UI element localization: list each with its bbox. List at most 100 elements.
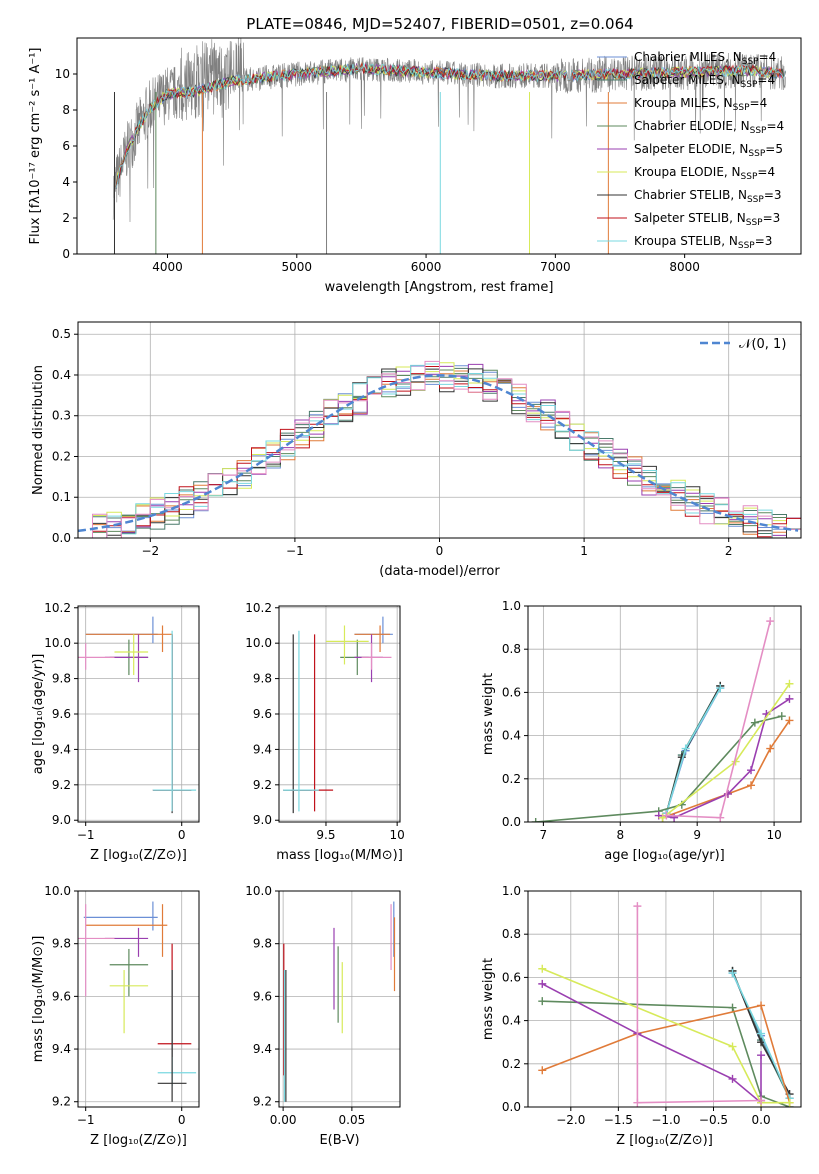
model-line: [115, 63, 786, 189]
y-tick-label: 9.8: [52, 672, 71, 686]
x-tick-label: −2.0: [556, 1113, 585, 1127]
y-tick-label: 9.6: [52, 707, 71, 721]
z-weight-panel: −2.0 −1.5 −1.0 −0.5 0.0 0.0 0.2 0.4 0.6 0.8 1.0 Z […: [481, 884, 802, 1148]
axes-frame: [278, 605, 401, 823]
plus-marker: [538, 964, 547, 973]
weight-line: [541, 983, 762, 1105]
x-tick-label: 0.00: [270, 1113, 297, 1127]
y-tick-label: 0.2: [502, 1057, 521, 1071]
y-axis-label: mass weight: [481, 673, 496, 755]
y-tick-label: 0.3: [52, 409, 71, 423]
x-axis-label: age [log₁₀(age/yr)]: [604, 848, 725, 863]
y-tick-label: 9.2: [253, 1095, 272, 1109]
plus-marker: [723, 789, 732, 798]
y-axis-label: age [log₁₀(age/yr)]: [31, 654, 46, 775]
y-tick-label: 9.4: [253, 742, 272, 756]
y-axis-label: Normed distribution: [31, 365, 46, 495]
y-tick-label: 0.0: [502, 1100, 521, 1114]
legend-entry: 𝒩(0, 1): [739, 337, 786, 352]
histogram-step: [78, 369, 801, 538]
model-line: [115, 62, 786, 190]
y-tick-label: 9.0: [52, 813, 71, 827]
y-tick-label: 9.0: [253, 813, 272, 827]
plus-marker: [728, 1042, 737, 1051]
plus-marker: [670, 813, 679, 822]
x-tick-label: 10: [390, 828, 405, 842]
y-tick-label: 4: [62, 175, 70, 189]
plus-marker: [662, 811, 671, 820]
x-tick-label: 7000: [540, 260, 571, 274]
y-tick-label: 0.2: [502, 772, 521, 786]
x-tick-label: −1.0: [651, 1113, 680, 1127]
y-tick-label: 0.4: [502, 729, 521, 743]
legend-entry: Kroupa STELIB, NSSP=3: [634, 234, 772, 251]
y-tick-label: 10.2: [44, 601, 71, 615]
plus-marker: [766, 744, 775, 753]
y-axis-label: Flux [fλ10⁻¹⁷ erg cm⁻² s⁻¹ A⁻¹]: [28, 48, 43, 245]
y-tick-label: 9.4: [52, 742, 71, 756]
axes-frame: [77, 890, 200, 1108]
y-tick-label: 9.8: [52, 937, 71, 951]
x-tick-label: 9: [693, 828, 701, 842]
plot-area: [78, 616, 197, 814]
x-tick-label: −0.5: [699, 1113, 728, 1127]
residuals-panel: −2 −1 0 1 2 0.0 0.1 0.2 0.3 0.4 0.5 (data-model)/er…: [31, 321, 802, 579]
legend-sub: SSP: [741, 80, 758, 90]
x-tick-label: −1.5: [604, 1113, 633, 1127]
y-tick-label: 8: [62, 103, 70, 117]
x-axis-label: (data-model)/error: [379, 564, 500, 579]
y-tick-label: 0.4: [502, 1014, 521, 1028]
y-tick-label: 10.0: [44, 636, 71, 650]
x-tick-label: 6000: [411, 260, 442, 274]
legend-value: =3: [763, 211, 781, 225]
plus-marker: [538, 1066, 547, 1075]
y-tick-label: 9.8: [253, 937, 272, 951]
x-tick-label: 8000: [669, 260, 700, 274]
age-weight-panel: 7 8 9 10 0.0 0.2 0.4 0.6 0.8 1.0 age [log₁₀(age/yr…: [481, 599, 802, 863]
x-tick-label: −1: [286, 544, 304, 558]
x-tick-label: 7: [540, 828, 548, 842]
x-tick-label: 0: [178, 828, 186, 842]
plus-marker: [747, 781, 756, 790]
x-tick-label: 8: [616, 828, 624, 842]
y-tick-label: 0.0: [502, 815, 521, 829]
histogram-step: [78, 367, 801, 538]
axes-frame: [527, 890, 802, 1108]
legend-value: =4: [766, 119, 784, 133]
axes-frame: [527, 605, 802, 823]
axes-frame: [76, 37, 802, 255]
plus-marker: [757, 1038, 766, 1047]
histogram-step: [78, 362, 801, 538]
plot-area: [283, 901, 396, 1102]
plus-marker: [777, 712, 786, 721]
plus-marker: [633, 902, 642, 911]
axes-frame: [77, 605, 200, 823]
legend-entry: Salpeter ELODIE, NSSP=5: [634, 142, 783, 159]
y-tick-label: 0.6: [502, 970, 521, 984]
legend-sub: SSP: [742, 57, 759, 67]
legend-value: =3: [755, 234, 773, 248]
y-tick-label: 0.8: [502, 927, 521, 941]
plus-marker: [728, 969, 737, 978]
y-tick-label: 10.0: [44, 884, 71, 898]
x-tick-label: −1: [77, 1113, 95, 1127]
y-tick-label: 9.2: [52, 1095, 71, 1109]
plus-marker: [766, 617, 775, 626]
plus-marker: [785, 1098, 794, 1107]
histogram-step: [78, 368, 801, 538]
y-tick-label: 9.6: [253, 707, 272, 721]
legend-sub: SSP: [746, 218, 763, 228]
mass-age-panel: 9.5 10 9.0 9.2 9.4 9.6 9.8 10.0 10.2 mass [log₁₀(…: [245, 601, 405, 863]
y-tick-label: 0.8: [502, 642, 521, 656]
plus-marker: [757, 1051, 766, 1060]
plus-marker: [728, 1003, 737, 1012]
plot-area: [78, 360, 801, 538]
ebv-mass-panel: 0.00 0.05 9.2 9.4 9.6 9.8 10.0 E(B-V): [245, 884, 401, 1148]
y-tick-label: 9.4: [52, 1042, 71, 1056]
x-axis-label: Z [log₁₀(Z/Z⊙)]: [90, 848, 187, 863]
x-tick-label: 0.0: [752, 1113, 771, 1127]
x-tick-label: 1: [580, 544, 588, 558]
x-tick-label: 0: [178, 1113, 186, 1127]
axes-frame: [278, 890, 401, 1108]
plus-marker: [633, 1098, 642, 1107]
